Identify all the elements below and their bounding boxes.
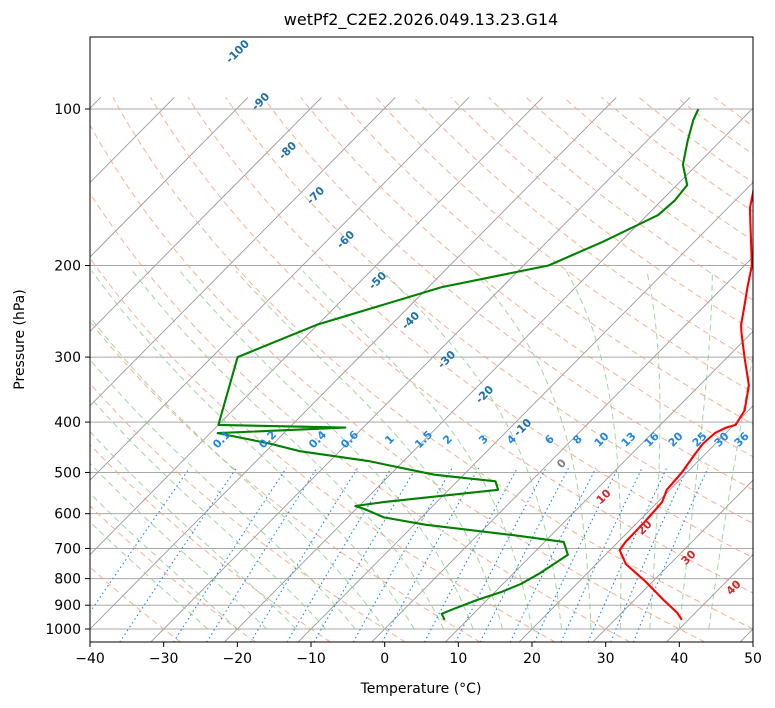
moist-adiabat-line bbox=[678, 271, 713, 630]
dry-adiabat-line bbox=[563, 97, 753, 242]
isotherm-line bbox=[518, 405, 753, 642]
moist-adiabat-line bbox=[708, 351, 753, 630]
isotherm-line bbox=[90, 97, 322, 332]
temperature-trace bbox=[618, 186, 753, 621]
plot-frame bbox=[89, 36, 754, 643]
y-tick-label: 800 bbox=[54, 572, 81, 588]
isotherm-line bbox=[592, 479, 753, 642]
dry-adiabat-line bbox=[300, 97, 753, 458]
dry-adiabat-line bbox=[488, 97, 753, 301]
mixing-ratio-line bbox=[206, 467, 318, 642]
mixing-ratio-line bbox=[587, 467, 668, 642]
y-tick-label: 1000 bbox=[45, 622, 81, 638]
mixing-ratio-line bbox=[509, 467, 597, 642]
chart-title: wetPf2_C2E2.2026.049.13.23.G14 bbox=[284, 10, 558, 30]
y-tick-label: 400 bbox=[54, 415, 81, 431]
x-tick-label: 40 bbox=[670, 651, 688, 667]
y-tick-label: 900 bbox=[54, 598, 81, 614]
mixing-ratio-lines bbox=[90, 467, 709, 642]
dry-adiabat-line bbox=[262, 97, 753, 491]
moist-adiabat-line bbox=[91, 270, 415, 630]
isotherm-line bbox=[90, 97, 396, 407]
y-tick-label: 100 bbox=[54, 102, 81, 118]
mixing-ratio-line bbox=[632, 467, 709, 642]
isotherm-line bbox=[371, 256, 753, 642]
dry-adiabat-line bbox=[90, 443, 331, 642]
y-axis-title: Pressure (hPa) bbox=[12, 289, 28, 389]
plot-area: -100-90-80-70-60-50-40-30-20-10010203040… bbox=[90, 37, 753, 642]
moist-adiabat-line bbox=[235, 270, 503, 630]
dry-adiabat-line bbox=[187, 97, 753, 559]
x-tick-label: 0 bbox=[380, 651, 389, 667]
y-tick-label: 500 bbox=[54, 465, 81, 481]
mixing-ratio-line bbox=[560, 467, 643, 642]
y-axis-ticks: 100 200 300 400 500 600 700 800 900 1000 bbox=[45, 102, 90, 638]
moist-adiabat-line bbox=[90, 430, 297, 630]
dry-adiabat-line bbox=[90, 320, 481, 642]
x-tick-label: −20 bbox=[223, 651, 253, 667]
moist-adiabat-line bbox=[382, 270, 562, 630]
mixing-ratio-line bbox=[455, 467, 547, 642]
moist-adiabat-line bbox=[90, 492, 238, 630]
moist-adiabats bbox=[90, 270, 753, 630]
moist-adiabat-line bbox=[90, 396, 327, 630]
mixing-ratio-line bbox=[423, 467, 518, 642]
mixing-ratio-line bbox=[119, 467, 237, 642]
y-tick-label: 200 bbox=[54, 259, 81, 275]
mixing-ratio-line bbox=[479, 467, 570, 642]
moist-adiabat-line bbox=[646, 270, 661, 629]
x-tick-label: 10 bbox=[449, 651, 467, 667]
x-tick-label: 20 bbox=[523, 651, 541, 667]
dry-adiabat-line bbox=[338, 97, 753, 425]
mixing-ratio-line bbox=[381, 467, 480, 642]
isotherm-line bbox=[90, 97, 249, 258]
mixing-ratio-line bbox=[90, 467, 191, 613]
y-tick-label: 600 bbox=[54, 507, 81, 523]
x-tick-label: −40 bbox=[75, 651, 105, 667]
moist-adiabat-line bbox=[302, 270, 533, 630]
moist-adiabat-line bbox=[473, 270, 592, 629]
isotherm-line bbox=[90, 97, 470, 481]
dry-adiabat-line bbox=[112, 97, 753, 630]
y-tick-label: 700 bbox=[54, 541, 81, 557]
isotherm-line bbox=[90, 97, 543, 556]
moist-adiabat-line bbox=[90, 316, 386, 630]
dry-adiabat-line bbox=[525, 97, 753, 271]
mixing-ratio-line bbox=[173, 467, 287, 642]
x-axis-ticks: −40 −30 −20 −10 0 10 20 30 40 50 bbox=[75, 642, 762, 667]
dry-adiabat-line bbox=[90, 382, 406, 642]
dry-adiabat-line bbox=[150, 97, 753, 594]
moist-adiabat-line bbox=[565, 270, 622, 629]
moist-adiabat-line bbox=[90, 358, 356, 630]
moist-adiabat-line bbox=[179, 270, 474, 630]
isotherm-line bbox=[90, 97, 617, 630]
isotherm-line bbox=[223, 107, 753, 642]
isotherm-line bbox=[297, 181, 753, 642]
dry-adiabat-line bbox=[90, 124, 706, 642]
dry-adiabat-line bbox=[601, 97, 753, 212]
isotherm-line bbox=[150, 97, 691, 642]
dry-adiabat-line bbox=[90, 192, 631, 642]
mixing-ratio-line bbox=[533, 467, 619, 642]
x-tick-label: −10 bbox=[296, 651, 326, 667]
dry-adiabat-line bbox=[375, 97, 753, 393]
x-axis-title: Temperature (°C) bbox=[360, 681, 482, 697]
dry-adiabats bbox=[90, 96, 753, 642]
x-tick-label: 50 bbox=[744, 651, 762, 667]
sounding-traces bbox=[216, 108, 753, 621]
x-tick-label: 30 bbox=[597, 651, 615, 667]
x-tick-label: −30 bbox=[149, 651, 179, 667]
dewpoint-trace bbox=[216, 108, 700, 621]
y-tick-label: 300 bbox=[54, 350, 81, 366]
mixing-ratio-line bbox=[610, 467, 688, 642]
moist-adiabat-line bbox=[132, 270, 445, 630]
dry-adiabat-line bbox=[225, 97, 753, 524]
dry-adiabat-line bbox=[90, 257, 556, 642]
